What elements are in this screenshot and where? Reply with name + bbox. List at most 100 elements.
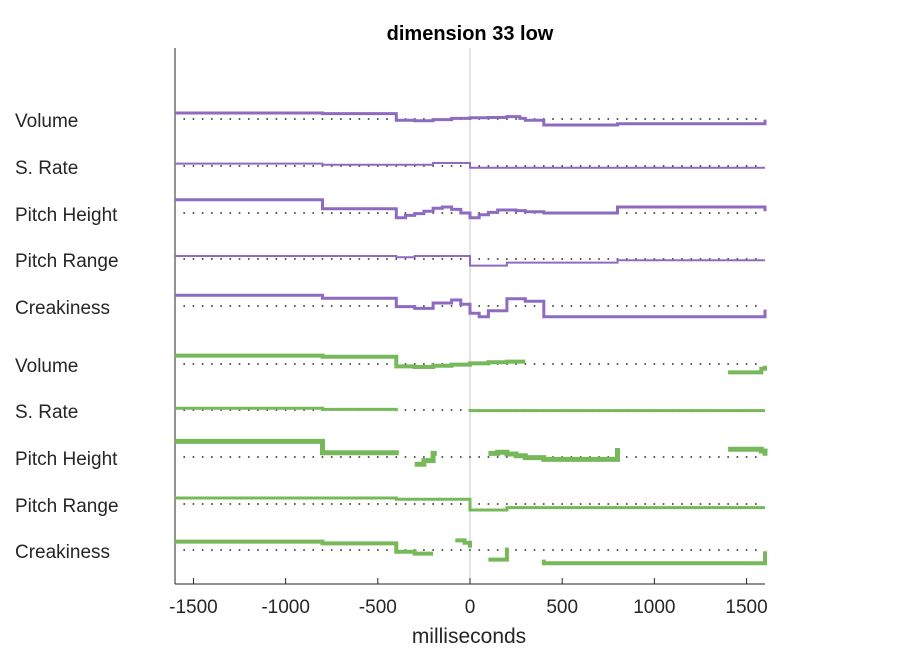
baseline-dot (635, 456, 637, 458)
baseline-dot (589, 363, 591, 365)
baseline-dot (377, 549, 379, 551)
baseline-dot (183, 549, 186, 551)
baseline-dot (238, 456, 241, 458)
baseline-dot (294, 165, 296, 167)
baseline-dot (386, 503, 388, 505)
baseline-dot (515, 212, 517, 214)
baseline-dot (459, 165, 462, 167)
baseline-dot (183, 258, 186, 260)
baseline-dot (478, 258, 481, 260)
baseline-dot (192, 549, 195, 551)
baseline-dot (718, 363, 720, 365)
baseline-dot (423, 305, 425, 307)
baseline-dot (708, 165, 711, 167)
baseline-dot (681, 363, 683, 365)
baseline-dot (201, 363, 204, 365)
baseline-dot (413, 503, 416, 505)
baseline-dot (662, 305, 665, 307)
baseline-dot (192, 165, 195, 167)
baseline-dot (690, 549, 693, 551)
baseline-dot (432, 212, 434, 214)
baseline-dot (616, 258, 619, 260)
baseline-dot (211, 118, 213, 120)
baseline-dot (312, 118, 315, 120)
baseline-dot (321, 118, 324, 120)
baseline-dot (377, 165, 379, 167)
baseline-dot (616, 118, 619, 120)
baseline-dot (247, 118, 250, 120)
baseline-dot (672, 549, 674, 551)
baseline-dot (708, 549, 711, 551)
baseline-dot (183, 305, 186, 307)
baseline-dot (367, 305, 370, 307)
row-label: S. Rate (15, 158, 78, 179)
baseline-dot (653, 165, 656, 167)
baseline-dot (386, 363, 388, 365)
baseline-dot (754, 305, 757, 307)
baseline-dot (423, 409, 425, 411)
baseline-dot (459, 258, 462, 260)
baseline-dot (718, 118, 720, 120)
baseline-dot (745, 549, 748, 551)
baseline-dot (607, 258, 610, 260)
baseline-dot (404, 258, 407, 260)
baseline-dot (736, 456, 739, 458)
baseline-dot (459, 549, 462, 551)
baseline-dot (386, 305, 388, 307)
baseline-dot (699, 118, 702, 120)
series-line (455, 538, 472, 548)
baseline-dot (644, 165, 646, 167)
baseline-dot (441, 456, 444, 458)
baseline-dot (450, 212, 453, 214)
baseline-dot (754, 549, 757, 551)
row-baseline-dots (183, 549, 757, 551)
baseline-dot (257, 165, 259, 167)
baseline-dot (579, 549, 582, 551)
baseline-dot (487, 165, 490, 167)
baseline-dot (321, 363, 324, 365)
baseline-dot (284, 258, 287, 260)
baseline-dot (229, 212, 232, 214)
series-line (175, 496, 765, 512)
baseline-dot (247, 456, 250, 458)
baseline-dot (247, 503, 250, 505)
baseline-dot (349, 549, 351, 551)
baseline-dot (561, 305, 563, 307)
baseline-dot (653, 212, 656, 214)
baseline-dot (321, 305, 324, 307)
baseline-dot (284, 549, 287, 551)
baseline-dot (690, 363, 693, 365)
baseline-dot (635, 165, 637, 167)
baseline-dot (423, 165, 425, 167)
baseline-dot (542, 165, 545, 167)
baseline-dot (681, 305, 683, 307)
baseline-dot (598, 118, 600, 120)
baseline-dot (533, 503, 536, 505)
baseline-dot (404, 212, 407, 214)
baseline-dot (201, 305, 204, 307)
baseline-dot (275, 165, 278, 167)
baseline-dot (506, 503, 508, 505)
baseline-dot (653, 305, 656, 307)
baseline-dot (238, 258, 241, 260)
baseline-dot (220, 305, 222, 307)
baseline-dot (377, 258, 379, 260)
baseline-dot (561, 363, 563, 365)
baseline-dot (229, 503, 232, 505)
baseline-dot (367, 549, 370, 551)
baseline-dot (192, 503, 195, 505)
baseline-dot (312, 165, 315, 167)
baseline-dot (570, 258, 573, 260)
baseline-dot (727, 165, 729, 167)
baseline-dot (432, 165, 434, 167)
baseline-dot (423, 503, 425, 505)
baseline-dot (496, 165, 499, 167)
baseline-dot (432, 258, 434, 260)
baseline-dot (257, 118, 259, 120)
baseline-dot (312, 305, 315, 307)
baseline-dot (496, 305, 499, 307)
baseline-dot (321, 212, 324, 214)
baseline-dot (303, 503, 305, 505)
baseline-dot (386, 549, 388, 551)
baseline-dot (699, 212, 702, 214)
